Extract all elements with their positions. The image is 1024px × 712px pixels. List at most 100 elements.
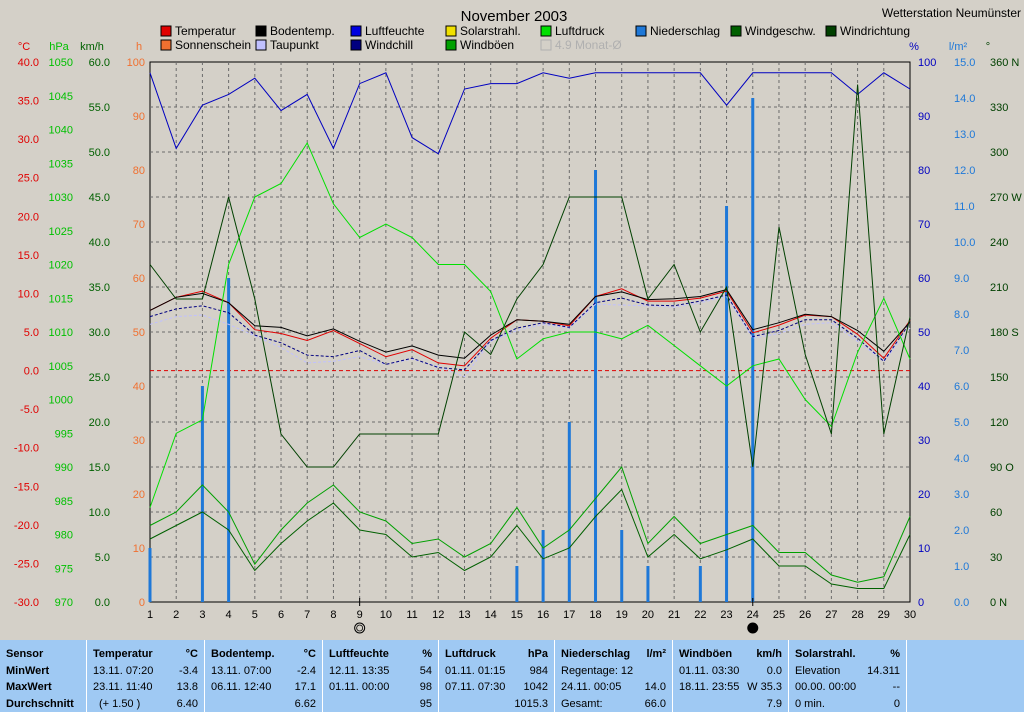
legend-label: 4.9 Monat-Ø <box>555 38 622 52</box>
precipitation-bar <box>148 548 152 602</box>
stat-avg-note: (+ 1.50 ) <box>99 697 141 710</box>
axis-tick-pressure: 1005 <box>49 361 73 373</box>
legend-label: Bodentemp. <box>270 24 335 38</box>
axis-tick-temp: 0.0 <box>24 366 39 378</box>
stat-max: W 35.3 <box>747 681 782 693</box>
axis-tick-temp: 15.0 <box>18 250 39 262</box>
axis-tick-direction: 0 N <box>990 597 1007 609</box>
axis-tick-direction: 30 <box>990 552 1002 564</box>
row-label-avg: Durchschnitt <box>6 697 74 710</box>
stat-unit: km/h <box>756 648 782 660</box>
stat-total-label: Gesamt: <box>561 697 603 710</box>
stat-max: 17.1 <box>294 681 316 693</box>
statistics-panel: Sensor MinWert MaxWert Durchschnitt Temp… <box>0 640 1024 712</box>
axis-tick-humidity: 60 <box>918 273 930 285</box>
axis-tick-wind: 15.0 <box>89 462 110 474</box>
x-tick-label: 17 <box>563 609 575 621</box>
gust-stats: Windböen km/h 01.11. 03:30 0.0 18.11. 23:5… <box>672 640 788 712</box>
x-tick-label: 25 <box>773 609 785 621</box>
legend-swatch <box>160 39 172 51</box>
axis-tick-direction: 60 <box>990 507 1002 519</box>
axis-tick-pressure: 1035 <box>49 158 73 170</box>
axis-tick-temp: -10.0 <box>14 443 39 455</box>
series-line-luftdruck <box>149 141 911 508</box>
axis-tick-direction: 360 N <box>990 57 1019 69</box>
axis-tick-pressure: 1015 <box>49 293 73 305</box>
legend-label: Taupunkt <box>270 38 319 52</box>
stat-min-time: 01.11. 01:15 <box>445 664 506 677</box>
axis-tick-humidity: 50 <box>918 327 930 339</box>
axis-tick-rain: 10.0 <box>954 237 975 249</box>
legend-swatch <box>255 39 267 51</box>
series-line-windchill <box>149 294 911 371</box>
axis-tick-rain: 1.0 <box>954 561 969 573</box>
x-tick-label: 1 <box>147 609 153 621</box>
axis-tick-pressure: 1030 <box>49 192 73 204</box>
axis-tick-rain: 13.0 <box>954 129 975 141</box>
x-tick-label: 24 <box>747 609 759 621</box>
station-name: Wetterstation Neumünster <box>882 6 1021 20</box>
axis-unit-wind: km/h <box>80 41 104 53</box>
stat-max-time: 23.11. 11:40 <box>93 681 153 693</box>
full-moon-ring <box>356 624 364 632</box>
axis-tick-temp: 20.0 <box>18 211 39 223</box>
legend-label: Windrichtung <box>840 24 910 38</box>
axis-tick-temp: -20.0 <box>14 520 39 532</box>
chart-title: November 2003 <box>461 8 568 25</box>
axis-tick-direction: 150 <box>990 372 1008 384</box>
stat-max-time: 01.11. 00:00 <box>329 681 390 693</box>
stat-elevation-label: Elevation <box>795 664 841 677</box>
moon-phase-markers <box>354 598 759 634</box>
axis-tick-direction: 90 O <box>990 462 1014 474</box>
axis-tick-hours: 40 <box>133 381 145 393</box>
precipitation-stats: Niederschlag l/m² Regentage: 12 24.11. 00… <box>554 640 672 712</box>
axis-tick-humidity: 40 <box>918 381 930 393</box>
stat-max-time: 18.11. 23:55 <box>679 681 740 693</box>
axis-tick-direction: 270 W <box>990 192 1022 204</box>
series-line-taupunkt <box>149 295 911 378</box>
axis-tick-rain: 4.0 <box>954 453 969 465</box>
axis-unit-temp: °C <box>18 41 30 53</box>
legend-label: Windchill <box>365 38 413 52</box>
axis-tick-temp: -15.0 <box>14 481 39 493</box>
axis-tick-humidity: 20 <box>918 489 930 501</box>
stat-min: 0.0 <box>766 664 782 677</box>
series-line-windgeschw <box>149 488 911 589</box>
legend-label: Luftfeuchte <box>365 24 425 38</box>
axis-tick-wind: 25.0 <box>89 372 110 384</box>
legend-swatch <box>540 39 552 51</box>
x-tick-label: 14 <box>485 609 497 621</box>
temperature-stats: Temperatur °C 13.11. 07:20 -3.4 23.11. 11:… <box>86 640 204 712</box>
x-tick-label: 28 <box>851 609 863 621</box>
axis-tick-rain: 11.0 <box>954 201 975 213</box>
axis-tick-hours: 60 <box>133 273 145 285</box>
x-tick-label: 29 <box>878 609 890 621</box>
axis-tick-hours: 20 <box>133 489 145 501</box>
stat-min: -2.4 <box>297 664 316 677</box>
axis-tick-hours: 70 <box>133 219 145 231</box>
stat-max: 14.0 <box>644 681 666 693</box>
legend-label: Windgeschw. <box>745 24 816 38</box>
stat-total: 66.0 <box>644 697 666 710</box>
stat-unit: °C <box>303 648 316 660</box>
stat-max: 1042 <box>523 681 548 693</box>
stat-min: -3.4 <box>179 664 198 677</box>
stat-unit: °C <box>185 648 198 660</box>
axis-tick-temp: 10.0 <box>18 288 39 300</box>
stat-max-time: 06.11. 12:40 <box>211 681 272 693</box>
axis-unit-direction: ° <box>986 41 990 53</box>
axis-tick-hours: 30 <box>133 435 145 447</box>
x-tick-label: 23 <box>720 609 732 621</box>
precipitation-bar <box>594 170 598 602</box>
precipitation-bar <box>646 566 650 602</box>
axis-tick-rain: 14.0 <box>954 93 975 105</box>
axis-unit-rain: l/m² <box>949 41 968 53</box>
axis-tick-rain: 12.0 <box>954 165 975 177</box>
axis-tick-temp: -30.0 <box>14 597 39 609</box>
axis-tick-wind: 10.0 <box>89 507 110 519</box>
weather-chart: November 2003 Wetterstation Neumünster T… <box>13 6 1023 634</box>
axis-tick-rain: 7.0 <box>954 345 969 357</box>
stat-duration: 0 min. <box>795 697 825 710</box>
stat-max: 13.8 <box>176 681 198 693</box>
axis-tick-temp: -5.0 <box>20 404 39 416</box>
